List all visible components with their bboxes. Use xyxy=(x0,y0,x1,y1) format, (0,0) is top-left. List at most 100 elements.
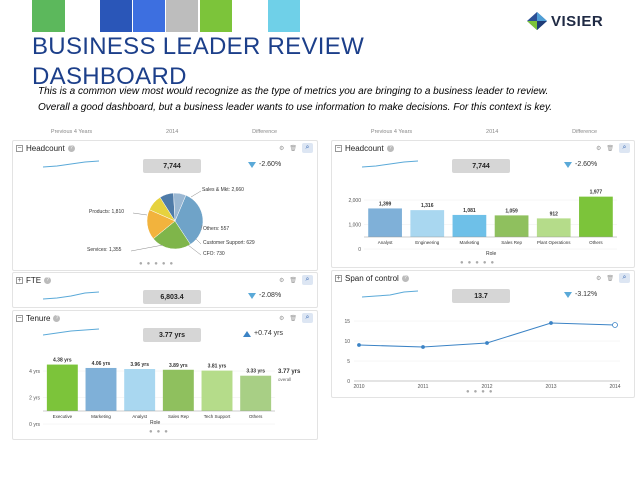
down-arrow-icon xyxy=(248,161,256,168)
x-tick-label: Tech Support xyxy=(204,414,231,419)
series-point xyxy=(357,343,361,347)
series-point xyxy=(421,345,425,349)
period-header-left: Previous 4 Years 2014 Difference xyxy=(14,127,314,137)
trash-icon[interactable]: 🗑 xyxy=(606,275,614,282)
pie-slice xyxy=(173,192,187,222)
page-dots[interactable]: ●●● xyxy=(149,429,172,435)
kpi-delta: -2.60% xyxy=(564,161,597,168)
trash-icon[interactable]: 🗑 xyxy=(289,315,297,322)
panel-tools: ⚙ 🗑 ⌕ xyxy=(596,273,630,283)
collapse-icon[interactable]: − xyxy=(16,144,23,152)
visier-logo: VISIER xyxy=(527,12,603,30)
delta-text: -3.12% xyxy=(575,291,598,298)
bar xyxy=(410,210,445,237)
panel-title: FTE xyxy=(26,275,42,285)
y-tick-label: 15 xyxy=(344,319,350,325)
tenure-panel: − Tenure ? ⚙ 🗑 ⌕ 3.77 yrs +0.74 yrs 4 yr… xyxy=(12,310,318,440)
bar xyxy=(368,208,402,237)
gear-icon[interactable]: ⚙ xyxy=(595,145,602,152)
gear-icon[interactable]: ⚙ xyxy=(595,275,602,282)
bar xyxy=(494,215,529,237)
trend-sparkline xyxy=(362,160,418,168)
x-tick-label: Engineering xyxy=(415,240,440,245)
expand-icon[interactable]: + xyxy=(335,274,342,282)
pie-leader-line xyxy=(190,190,202,198)
headcount-panel: − Headcount ? ⚙ 🗑 ⌕ 7,744 -2.60% Sales &… xyxy=(12,140,318,271)
kpi-delta: -3.12% xyxy=(564,291,597,298)
slide-note: This is a common view most would recogni… xyxy=(38,84,598,116)
period-difference: Difference xyxy=(572,129,598,135)
y-tick-label: 0 xyxy=(358,247,361,253)
search-icon[interactable]: ⌕ xyxy=(619,143,630,153)
gear-icon[interactable]: ⚙ xyxy=(278,145,285,152)
pie-label-sales: Sales & Mkt: 2,660 xyxy=(202,187,244,193)
y-tick-label: 2 yrs xyxy=(29,396,40,402)
panel-header: + FTE ? xyxy=(13,273,317,287)
search-icon[interactable]: ⌕ xyxy=(302,143,313,153)
kpi-value: 7,744 xyxy=(452,159,510,173)
x-tick-label: Marketing xyxy=(460,240,480,245)
panel-title: Span of control xyxy=(345,273,399,283)
panel-header: − Tenure ? xyxy=(13,311,317,325)
bar xyxy=(452,214,487,237)
pie-label-products: Products: 1,810 xyxy=(89,209,125,215)
swatch-1 xyxy=(32,0,65,32)
x-tick-label: Executive xyxy=(53,414,73,419)
bar-value-label: 1,316 xyxy=(421,203,434,209)
gear-icon[interactable]: ⚙ xyxy=(278,315,285,322)
y-tick-label: 10 xyxy=(344,339,350,345)
search-icon[interactable]: ⌕ xyxy=(619,273,630,283)
bar-value-label: 4.06 yrs xyxy=(92,361,111,367)
page-dots[interactable]: ●●●●● xyxy=(139,261,178,267)
x-axis-label: Role xyxy=(150,420,161,426)
title-line-1: BUSINESS LEADER REVIEW xyxy=(32,33,365,60)
pie-leader-line xyxy=(187,244,202,256)
pie-slice xyxy=(152,220,191,250)
pie-leader-line xyxy=(132,212,148,216)
trash-icon[interactable]: 🗑 xyxy=(289,145,297,152)
trash-icon[interactable]: 🗑 xyxy=(289,277,297,284)
bar-value-label: 3.81 yrs xyxy=(208,364,227,370)
trash-icon[interactable]: 🗑 xyxy=(606,145,614,152)
pie-leader-line xyxy=(195,238,202,245)
trend-sparkline xyxy=(43,328,99,336)
collapse-icon[interactable]: − xyxy=(16,314,23,322)
x-tick-label: Analyst xyxy=(378,240,394,245)
swatch-3 xyxy=(133,0,165,32)
page-dots[interactable]: ●●●●● xyxy=(460,260,499,266)
trend-sparkline xyxy=(362,290,418,298)
page-dots[interactable]: ●●●● xyxy=(466,389,497,395)
pie-label-cfo: CFO: 730 xyxy=(203,251,225,257)
trend-sparkline xyxy=(43,160,99,168)
swatch-2 xyxy=(100,0,132,32)
gear-icon[interactable]: ⚙ xyxy=(278,277,285,284)
x-tick-label: Sales Rep xyxy=(501,240,522,245)
x-tick-label: 2011 xyxy=(418,384,429,390)
x-tick-label: 2013 xyxy=(545,384,556,390)
series-point xyxy=(612,322,618,328)
up-arrow-icon xyxy=(243,330,251,337)
help-icon[interactable]: ? xyxy=(53,314,61,322)
collapse-icon[interactable]: − xyxy=(335,144,342,152)
y-tick-label: 4 yrs xyxy=(29,369,40,375)
pie-label-others: Others: 557 xyxy=(203,226,230,232)
help-icon[interactable]: ? xyxy=(44,276,52,284)
swatch-6 xyxy=(268,0,300,32)
down-arrow-icon xyxy=(564,291,572,298)
expand-icon[interactable]: + xyxy=(16,276,23,284)
overall-label: overall xyxy=(278,377,292,382)
y-tick-label: 0 xyxy=(347,379,350,385)
overall-value: 3.77 yrs xyxy=(278,369,301,375)
y-tick-label: 1,000 xyxy=(348,223,361,229)
period-year: 2014 xyxy=(486,129,499,135)
help-icon[interactable]: ? xyxy=(386,144,394,152)
period-header-right: Previous 4 Years 2014 Difference xyxy=(334,127,634,137)
panel-title: Headcount xyxy=(345,143,384,153)
help-icon[interactable]: ? xyxy=(67,144,75,152)
search-icon[interactable]: ⌕ xyxy=(302,313,313,323)
help-icon[interactable]: ? xyxy=(401,274,409,282)
search-icon[interactable]: ⌕ xyxy=(302,275,313,285)
x-tick-label: Others xyxy=(249,414,263,419)
fte-panel: + FTE ? ⚙ 🗑 ⌕ 6,803.4 -2.08% xyxy=(12,272,318,308)
